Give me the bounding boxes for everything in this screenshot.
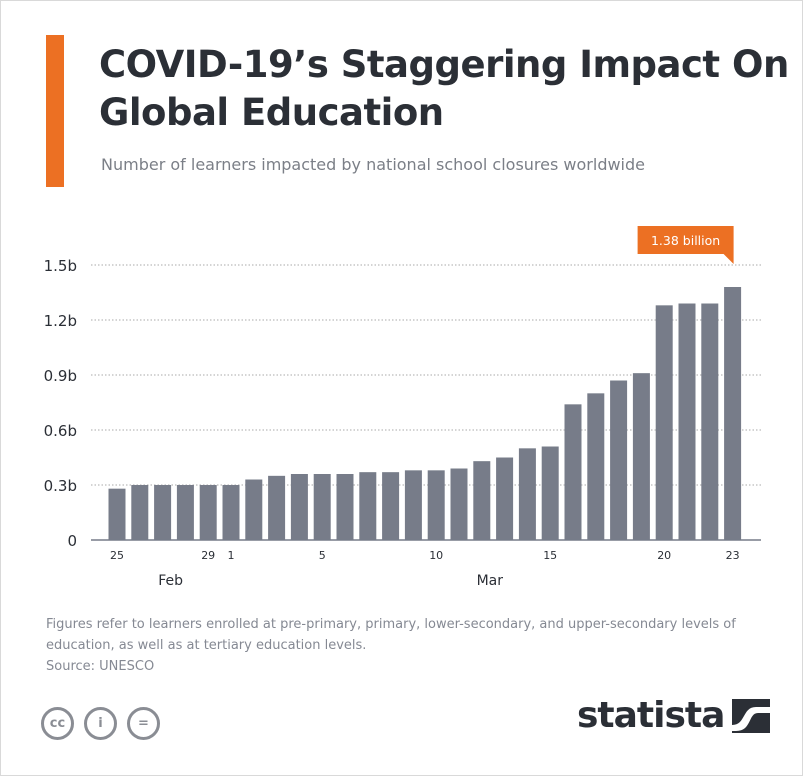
y-tick-label: 1.2b [44,312,77,330]
statista-wordmark: statista [577,695,725,736]
bar-mar-17 [587,393,605,540]
bar-mar-2 [245,479,263,540]
bar-mar-7 [359,472,377,540]
x-tick-label: 20 [657,549,671,562]
y-tick-label: 0.6b [44,422,77,440]
creative-commons-icon[interactable]: cc [41,707,74,740]
bar-mar-21 [678,303,696,540]
bar-mar-13 [496,457,514,540]
bar-feb-27 [154,485,172,540]
statista-logo-icon [732,698,771,733]
bar-mar-5 [313,474,331,540]
footnote-text: Figures refer to learners enrolled at pr… [46,617,736,653]
source-text: Source: UNESCO [46,659,155,674]
month-label: Feb [158,573,183,589]
attribution-icon[interactable]: i [84,707,117,740]
bar-mar-18 [610,380,628,540]
bar-mar-19 [632,373,650,540]
bar-mar-4 [290,474,308,540]
annotation-box [637,226,734,254]
bar-feb-28 [176,485,194,540]
no-derivatives-icon[interactable]: = [127,707,160,740]
x-tick-label: 10 [429,549,443,562]
x-tick-label: 5 [319,549,326,562]
license-icons: cc i = [41,707,160,740]
bar-mar-20 [655,305,673,540]
bar-mar-11 [450,468,468,540]
chart-title: COVID-19’s Staggering Impact On Global E… [99,43,789,134]
bar-mar-16 [564,404,582,540]
x-tick-label: 23 [726,549,740,562]
x-tick-label: 25 [110,549,124,562]
annotation-pointer [723,254,734,264]
bar-mar-22 [701,303,719,540]
x-tick-label: 1 [228,549,235,562]
y-tick-label: 1.5b [44,257,77,275]
x-tick-label: 29 [201,549,215,562]
bar-mar-23 [724,287,742,540]
month-label: Mar [477,573,504,589]
bar-mar-3 [268,475,286,540]
bar-mar-1 [222,485,240,540]
bar-mar-15 [541,446,559,540]
chart-subtitle: Number of learners impacted by national … [101,155,645,174]
y-tick-label: 0.9b [44,367,77,385]
bar-feb-25 [108,488,126,540]
accent-bar [46,35,64,187]
annotation-label: 1.38 billion [651,233,720,248]
statista-logo[interactable]: statista [577,695,771,736]
footnote: Figures refer to learners enrolled at pr… [46,614,766,677]
bar-feb-26 [131,485,149,540]
y-tick-label: 0 [67,532,77,550]
y-tick-label: 0.3b [44,477,77,495]
bar-mar-12 [473,461,491,540]
bar-mar-8 [382,472,400,540]
bar-mar-14 [518,448,536,540]
bar-mar-10 [427,470,445,540]
x-tick-label: 15 [543,549,557,562]
bar-feb-29 [199,485,217,540]
bar-mar-9 [404,470,422,540]
bar-mar-6 [336,474,354,540]
